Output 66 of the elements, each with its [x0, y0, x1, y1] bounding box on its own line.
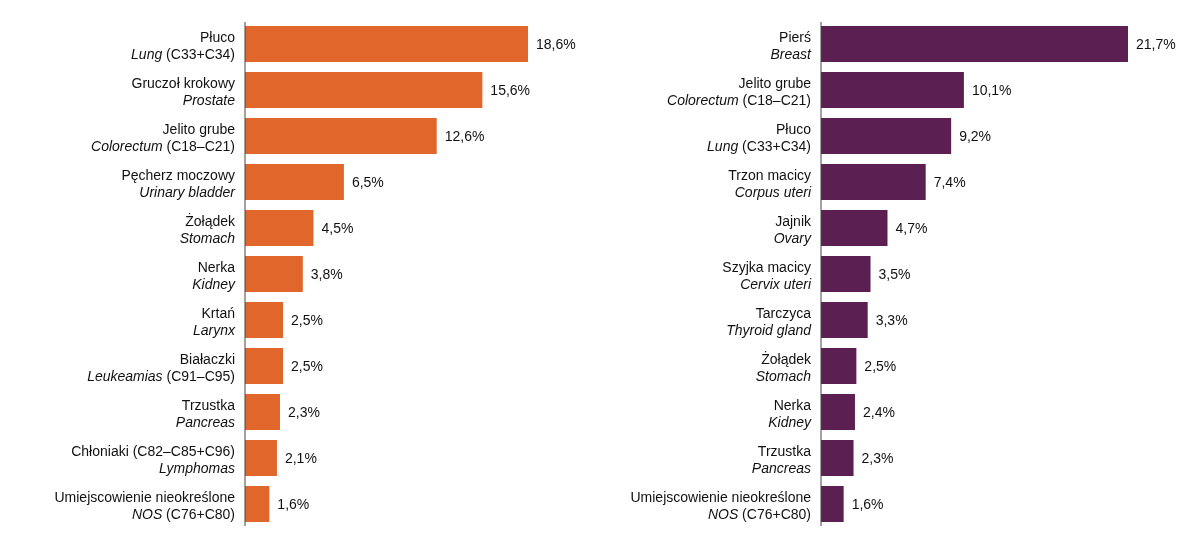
- bar: [245, 256, 303, 292]
- data-label: 2,3%: [287, 404, 320, 420]
- bar: [245, 26, 528, 62]
- bar: [821, 164, 926, 200]
- y-tick-label: Szyjka macicy Cervix uteri: [722, 259, 812, 292]
- bar: [821, 72, 964, 108]
- y-tick-label: Jelito grube Colorectum (C18–C21): [667, 75, 812, 108]
- category-label: Płuco Lung (C33+C34): [131, 29, 235, 62]
- y-tick-label: Jelito grube Colorectum (C18–C21): [91, 121, 236, 154]
- data-label: 3,5%: [878, 266, 911, 282]
- y-tick-label: Nerka Kidney: [192, 259, 236, 292]
- data-label: 3,3%: [875, 312, 908, 328]
- data-label: 1,6%: [277, 496, 310, 512]
- data-label: 12,6%: [444, 128, 485, 144]
- data-label: 2,5%: [291, 358, 323, 374]
- y-tick-label: Pierś Breast: [770, 29, 813, 62]
- data-label: 2,5%: [864, 358, 897, 374]
- category-label: Płuco Lung (C33+C34): [707, 121, 811, 154]
- data-label: 6,5%: [351, 174, 384, 190]
- y-tick-label: Żołądek Stomach: [179, 212, 236, 246]
- data-label: 4,5%: [321, 220, 354, 236]
- data-label: 10,1%: [971, 82, 1012, 98]
- y-tick-label: Tarczyca Thyroid gland: [726, 305, 813, 338]
- bar: [821, 394, 855, 430]
- bar: [245, 348, 284, 384]
- bar: [245, 440, 277, 476]
- data-label: 1,6%: [851, 496, 884, 512]
- data-label: 2,1%: [284, 450, 317, 466]
- y-tick-label: Nerka Kidney: [768, 397, 812, 430]
- data-label: 9,2%: [959, 128, 992, 144]
- bar: [821, 302, 868, 338]
- y-tick-label: Gruczoł krokowy Prostate: [131, 75, 236, 108]
- y-tick-label: Trzustka Pancreas: [175, 397, 236, 430]
- y-tick-label: Chłoniaki (C82–C85+C96) Lymphomas: [71, 443, 235, 476]
- bar: [821, 256, 871, 292]
- bar: [821, 26, 1128, 62]
- bar: [245, 210, 314, 246]
- y-tick-label: Trzustka Pancreas: [751, 443, 812, 476]
- bar: [245, 118, 437, 154]
- y-tick-label: Pęcherz moczowy Urinary bladder: [121, 167, 237, 200]
- data-label: 4,7%: [895, 220, 928, 236]
- bar: [245, 302, 284, 338]
- bar: [245, 72, 483, 108]
- bar: [245, 486, 270, 522]
- y-tick-label: Trzon macicy Corpus uteri: [728, 167, 812, 200]
- bar: [821, 348, 857, 384]
- y-tick-label: Jajnik Ovary: [773, 213, 812, 246]
- data-label: 2,4%: [862, 404, 895, 420]
- y-tick-label: Żołądek Stomach: [755, 350, 812, 384]
- bar: [245, 164, 344, 200]
- category-label: Białaczki Leukeamias (C91–C95): [87, 351, 235, 384]
- y-tick-label: Umiejscowienie nieokreślone NOS (C76+C80): [630, 489, 812, 522]
- data-label: 2,3%: [861, 450, 894, 466]
- data-label: 18,6%: [536, 36, 576, 52]
- bar: [821, 486, 844, 522]
- data-label: 3,8%: [310, 266, 343, 282]
- data-label: 21,7%: [1136, 36, 1176, 52]
- bar: [821, 210, 888, 246]
- data-label: 7,4%: [933, 174, 966, 190]
- data-label: 15,6%: [490, 82, 531, 98]
- bar: [821, 118, 952, 154]
- bar: [245, 394, 280, 430]
- data-label: 2,5%: [291, 312, 323, 328]
- bar: [821, 440, 854, 476]
- y-tick-label: Umiejscowienie nieokreślone NOS (C76+C80): [54, 489, 236, 522]
- y-tick-label: Krtań Larynx: [192, 305, 236, 338]
